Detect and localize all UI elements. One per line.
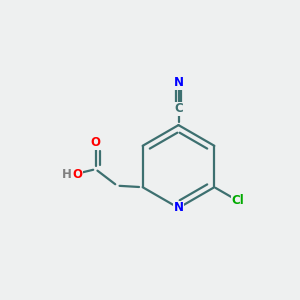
- Text: C: C: [174, 102, 183, 116]
- Text: O: O: [73, 168, 83, 181]
- Text: Cl: Cl: [231, 194, 244, 207]
- Text: H: H: [61, 168, 71, 181]
- Text: O: O: [91, 136, 100, 149]
- Text: N: N: [173, 201, 184, 214]
- Text: N: N: [173, 76, 184, 89]
